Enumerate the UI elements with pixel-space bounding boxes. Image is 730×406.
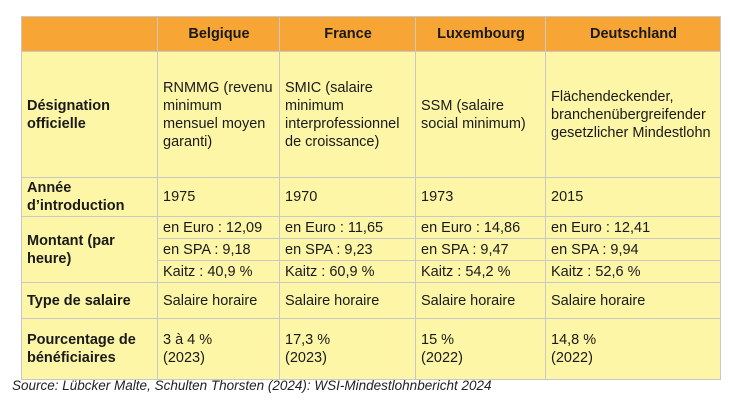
label-beneficiaries: Pourcentage de bénéficiaires bbox=[21, 318, 158, 380]
cell-benef-deutschland: 14,8 % (2022) bbox=[545, 318, 721, 380]
cell-type-belgique: Salaire horaire bbox=[157, 282, 280, 319]
benef-pct: 14,8 % bbox=[551, 332, 597, 348]
row-amount-euro: Montant (par heure) en Euro : 12,09 en E… bbox=[21, 216, 721, 283]
cell-euro-luxembourg: en Euro : 14,86 bbox=[415, 216, 546, 239]
benef-pct: 17,3 % bbox=[285, 332, 331, 348]
cell-kaitz-deutschland: Kaitz : 52,6 % bbox=[545, 260, 721, 283]
benef-year: (2022) bbox=[421, 350, 463, 366]
row-beneficiaries: Pourcentage de bénéficiaires 3 à 4 % (20… bbox=[21, 318, 721, 380]
row-year: Année d’introduction 1975 1970 1973 2015 bbox=[21, 177, 721, 217]
cell-benef-luxembourg: 15 % (2022) bbox=[415, 318, 546, 380]
row-designation: Désignation officielle RNMMG (revenu min… bbox=[21, 51, 721, 178]
header-luxembourg: Luxembourg bbox=[415, 16, 546, 52]
cell-year-deutschland: 2015 bbox=[545, 177, 721, 217]
benef-year: (2023) bbox=[285, 350, 327, 366]
cell-year-belgique: 1975 bbox=[157, 177, 280, 217]
cell-kaitz-luxembourg: Kaitz : 54,2 % bbox=[415, 260, 546, 283]
label-designation: Désignation officielle bbox=[21, 51, 158, 178]
cell-designation-luxembourg: SSM (salaire social minimum) bbox=[415, 51, 546, 178]
minimum-wage-table: Belgique France Luxembourg Deutschland D… bbox=[21, 16, 721, 380]
cell-type-luxembourg: Salaire horaire bbox=[415, 282, 546, 319]
cell-benef-france: 17,3 % (2023) bbox=[279, 318, 416, 380]
cell-euro-deutschland: en Euro : 12,41 bbox=[545, 216, 721, 239]
cell-year-france: 1970 bbox=[279, 177, 416, 217]
cell-kaitz-belgique: Kaitz : 40,9 % bbox=[157, 260, 280, 283]
cell-euro-france: en Euro : 11,65 bbox=[279, 216, 416, 239]
cell-year-luxembourg: 1973 bbox=[415, 177, 546, 217]
benef-pct: 3 à 4 % bbox=[163, 332, 213, 348]
cell-benef-belgique: 3 à 4 % (2023) bbox=[157, 318, 280, 380]
benef-pct: 15 % bbox=[421, 332, 455, 348]
row-wage-type: Type de salaire Salaire horaire Salaire … bbox=[21, 282, 721, 319]
cell-spa-belgique: en SPA : 9,18 bbox=[157, 238, 280, 261]
cell-designation-france: SMIC (salaire minimum interprofessionnel… bbox=[279, 51, 416, 178]
benef-year: (2022) bbox=[551, 350, 593, 366]
header-belgique: Belgique bbox=[157, 16, 280, 52]
label-amount: Montant (par heure) bbox=[21, 216, 158, 283]
header-deutschland: Deutschland bbox=[545, 16, 721, 52]
row-amount-spa: en SPA : 9,18 en SPA : 9,23 en SPA : 9,4… bbox=[22, 238, 721, 261]
cell-kaitz-france: Kaitz : 60,9 % bbox=[279, 260, 416, 283]
benef-year: (2023) bbox=[163, 350, 205, 366]
cell-spa-france: en SPA : 9,23 bbox=[279, 238, 416, 261]
cell-type-france: Salaire horaire bbox=[279, 282, 416, 319]
cell-designation-belgique: RNMMG (revenu minimum mensuel moyen gara… bbox=[157, 51, 280, 178]
cell-type-deutschland: Salaire horaire bbox=[545, 282, 721, 319]
cell-spa-deutschland: en SPA : 9,94 bbox=[545, 238, 721, 261]
cell-designation-deutschland: Flächendeckender, branchenübergreifender… bbox=[545, 51, 721, 178]
cell-spa-luxembourg: en SPA : 9,47 bbox=[415, 238, 546, 261]
source-caption: Source: Lübcker Malte, Schulten Thorsten… bbox=[12, 378, 492, 393]
label-year: Année d’introduction bbox=[21, 177, 158, 217]
header-france: France bbox=[279, 16, 416, 52]
label-wage-type: Type de salaire bbox=[21, 282, 158, 319]
cell-euro-belgique: en Euro : 12,09 bbox=[157, 216, 280, 239]
header-row: Belgique France Luxembourg Deutschland bbox=[21, 16, 721, 52]
header-corner bbox=[21, 16, 158, 52]
